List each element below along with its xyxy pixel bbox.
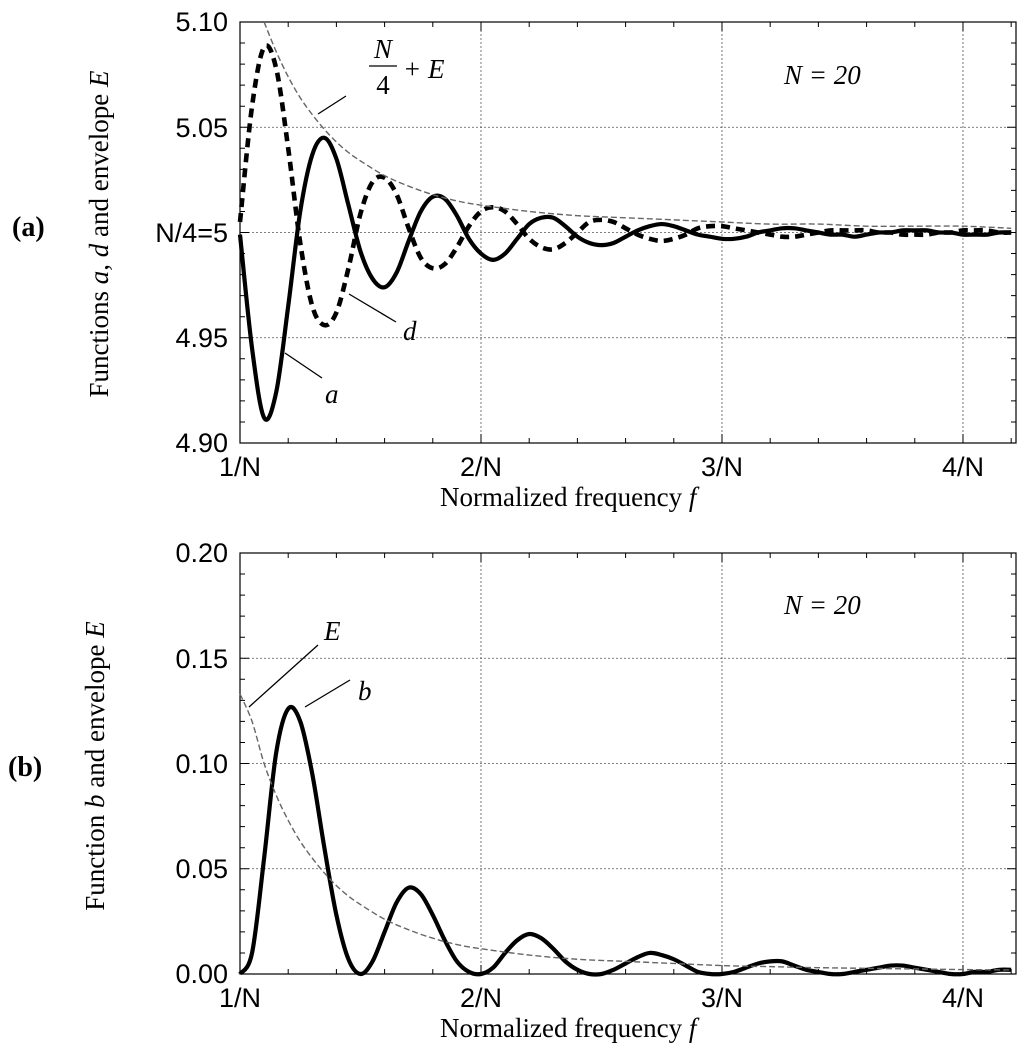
- panel-a-xtick-2: 3/N: [701, 452, 743, 482]
- panel-b-ytick-0: 0.00: [175, 959, 228, 989]
- panel-a-envelope-label-numerator: N: [373, 34, 394, 64]
- panel-b-annotation: N = 20: [783, 590, 861, 620]
- panel-a-envelope-label-rest: + E: [403, 54, 445, 84]
- panel-a-series-a: [237, 135, 1012, 422]
- panel-b-ytick-3: 0.15: [175, 644, 228, 674]
- panel-b-xtick-0: 1/N: [219, 983, 261, 1013]
- panel-a-label: (a): [12, 212, 45, 243]
- panel-a-xlabel: Normalized frequency f: [440, 482, 700, 512]
- panel-a-curves: [237, 21, 1012, 422]
- panel-b-xtick-3: 4/N: [942, 983, 984, 1013]
- panel-b-b-label: b: [358, 676, 372, 706]
- panel-b-grid: [240, 553, 1016, 974]
- panel-a-d-leader: [348, 293, 397, 323]
- panel-a-series-d: [237, 43, 1012, 328]
- panel-b-curves: [238, 693, 1012, 977]
- panel-b-series-b: [238, 704, 1012, 977]
- panel-a-ytick-2: N/4=5: [155, 218, 228, 248]
- panel-b-tickmarks: [239, 552, 1016, 975]
- panel-a-xtick-1: 2/N: [460, 452, 502, 482]
- panel-a-a-leader: [284, 352, 323, 379]
- panel-a-series-n-4-e: [263, 21, 1012, 229]
- panel-b-e-leader: [248, 644, 319, 708]
- panel-a-xtick-0: 1/N: [219, 452, 261, 482]
- panel-b-xlabel: Normalized frequency f: [440, 1013, 700, 1043]
- panel-a-ylabel: Functions a, d and envelope E: [84, 70, 114, 397]
- panel-b-ylabel: Function b and envelope E: [80, 621, 110, 911]
- panel-a-envelope-leader: [317, 95, 347, 115]
- panel-b-series-e: [239, 693, 1012, 971]
- panel-b-e-label: E: [323, 616, 341, 646]
- panel-b-tick-marks: [239, 552, 1016, 975]
- panel-b-ytick-1: 0.05: [175, 854, 228, 884]
- panel-b-label: (b): [8, 752, 42, 783]
- panel-b-ytick-2: 0.10: [175, 749, 228, 779]
- panel-a: (a) 4.90 4.95 N/4=5 5.05 5.10 1/N 2/N 3/…: [12, 7, 1017, 512]
- panel-a-d-label: d: [403, 316, 417, 346]
- panel-b-b-leader: [304, 679, 351, 708]
- panel-a-a-label: a: [325, 379, 339, 409]
- panel-a-envelope-label-denominator: 4: [376, 70, 390, 100]
- panel-b-ytick-4: 0.20: [175, 538, 228, 568]
- panel-a-ytick-1: 4.95: [175, 323, 228, 353]
- panel-a-ytick-0: 4.90: [175, 428, 228, 458]
- panel-a-xtick-3: 4/N: [942, 452, 984, 482]
- panel-a-ytick-3: 5.05: [175, 113, 228, 143]
- panel-b-xtick-1: 2/N: [460, 983, 502, 1013]
- panel-a-annotation: N = 20: [783, 60, 861, 90]
- panel-a-ytick-4: 5.10: [175, 7, 228, 37]
- panel-b: (b) 0.00 0.05 0.10 0.15 0.20 1/N 2/N 3/N…: [8, 538, 1017, 1043]
- panel-a-grid: [240, 22, 1016, 443]
- panel-b-xtick-2: 3/N: [701, 983, 743, 1013]
